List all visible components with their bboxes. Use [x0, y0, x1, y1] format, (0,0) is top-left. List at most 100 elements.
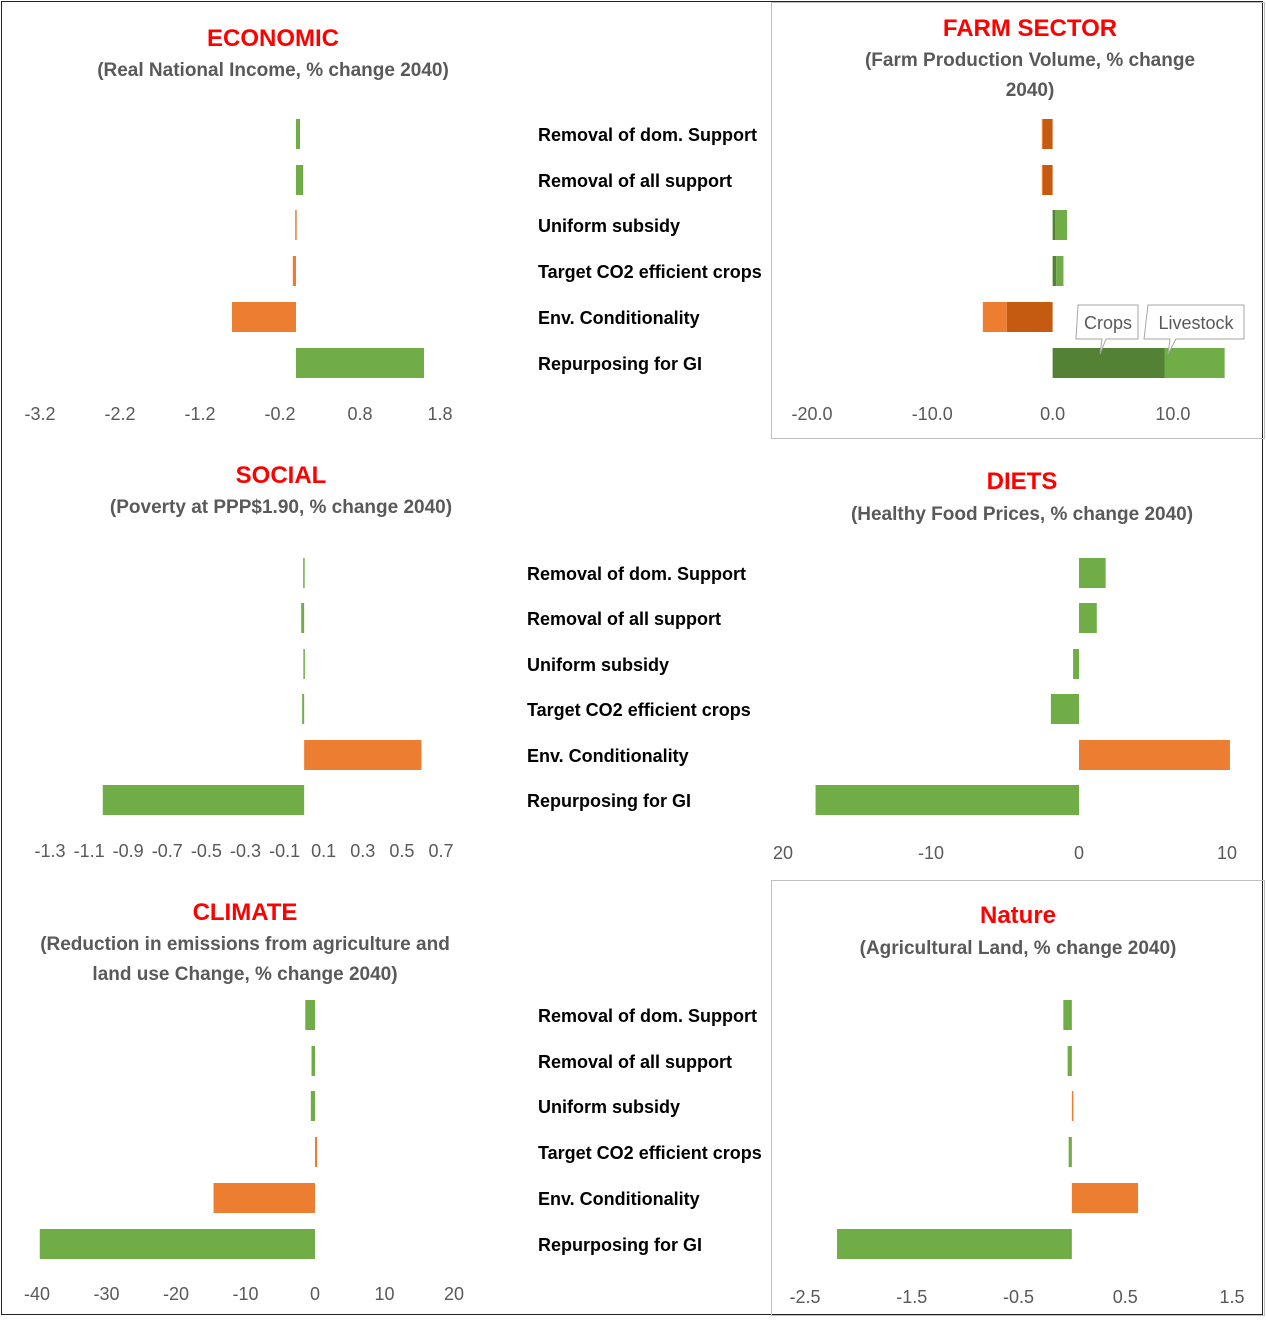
climate-bar: [39, 1229, 315, 1259]
diets-title: DIETS: [987, 468, 1058, 495]
social-tick-label: 0.1: [311, 841, 336, 861]
social-category-label: Uniform subsidy: [527, 655, 669, 675]
farm-bar-livestock: [1041, 119, 1043, 149]
farm-bar-livestock: [1055, 210, 1068, 240]
legend-callout-crops: Crops: [1084, 313, 1132, 333]
climate-category-label: Removal of dom. Support: [538, 1006, 757, 1026]
social-tick-label: -0.5: [191, 841, 222, 861]
economic-tick-label: -3.2: [24, 404, 55, 424]
climate-category-label: Repurposing for GI: [538, 1235, 702, 1255]
economic-tick-label: -0.2: [264, 404, 295, 424]
economic-tick-label: 1.8: [427, 404, 452, 424]
economic-title: ECONOMIC: [207, 25, 339, 52]
farm-tick-label: -20.0: [791, 404, 832, 424]
diets-bar: [1079, 740, 1230, 770]
social-title: SOCIAL: [236, 462, 327, 489]
legend-callout-box: [1143, 304, 1245, 355]
social-tick-label: -1.3: [34, 841, 65, 861]
climate-bar: [311, 1046, 315, 1076]
social-category-label: Removal of dom. Support: [527, 564, 746, 584]
social-subtitle: (Poverty at PPP$1.90, % change 2040): [110, 497, 452, 518]
climate-category-label: Removal of all support: [538, 1052, 732, 1072]
farm-bar-livestock: [1041, 165, 1043, 195]
climate-subtitle: (Reduction in emissions from agriculture…: [40, 934, 450, 955]
social-bar: [303, 649, 305, 679]
nature-tick-label: -1.5: [896, 1287, 927, 1307]
diets-bar: [1079, 603, 1097, 633]
economic-tick-label: -1.2: [184, 404, 215, 424]
climate-bar: [315, 1137, 318, 1167]
nature-tick-label: 0.5: [1113, 1287, 1138, 1307]
economic-chart: ECONOMIC (Real National Income, % change …: [24, 25, 761, 424]
legend-callout-livestock: Livestock: [1158, 313, 1234, 333]
farm-subtitle: 2040): [1006, 80, 1055, 101]
farm-bar-livestock: [1056, 256, 1064, 286]
social-tick-label: 0.3: [350, 841, 375, 861]
climate-tick-label: -10: [232, 1284, 258, 1304]
diets-tick-label: 10: [1217, 843, 1237, 863]
economic-bar: [295, 210, 297, 240]
nature-chart: Nature (Agricultural Land, % change 2040)…: [789, 902, 1244, 1307]
social-tick-label: -0.9: [113, 841, 144, 861]
economic-bar: [296, 165, 304, 195]
nature-title: Nature: [980, 902, 1056, 929]
farm-bar-crops: [1052, 256, 1057, 286]
climate-tick-label: 10: [374, 1284, 394, 1304]
social-tick-label: -0.7: [152, 841, 183, 861]
climate-chart: CLIMATE (Reduction in emissions from agri…: [24, 899, 762, 1304]
economic-bar: [292, 256, 296, 286]
nature-bar: [1068, 1137, 1072, 1167]
economic-subtitle: (Real National Income, % change 2040): [97, 60, 449, 81]
farm-bar-crops: [1052, 210, 1056, 240]
social-bar: [303, 558, 305, 588]
farm-chart: FARM SECTOR (Farm Production Volume, % ch…: [791, 15, 1245, 424]
farm-bar-livestock: [1164, 348, 1225, 378]
climate-bar: [305, 1000, 315, 1030]
social-category-label: Removal of all support: [527, 609, 721, 629]
social-bar: [304, 740, 422, 770]
farm-bar-livestock: [982, 302, 1007, 332]
economic-tick-label: -2.2: [104, 404, 135, 424]
diets-bar: [1050, 694, 1079, 724]
diets-tick-label: -10: [918, 843, 944, 863]
climate-category-label: Uniform subsidy: [538, 1097, 680, 1117]
economic-category-label: Uniform subsidy: [538, 216, 680, 236]
social-tick-label: -1.1: [74, 841, 105, 861]
economic-bar: [296, 119, 300, 149]
climate-bar: [310, 1091, 315, 1121]
social-tick-label: 0.7: [428, 841, 453, 861]
nature-tick-label: 1.5: [1219, 1287, 1244, 1307]
social-category-label: Target CO2 efficient crops: [527, 700, 751, 720]
farm-bar-crops: [1006, 302, 1053, 332]
diets-bar: [1079, 558, 1106, 588]
diets-tick-label: 0: [1074, 843, 1084, 863]
climate-tick-label: -20: [163, 1284, 189, 1304]
economic-category-label: Removal of dom. Support: [538, 125, 757, 145]
social-category-label: Env. Conditionality: [527, 746, 689, 766]
social-tick-label: -0.3: [230, 841, 261, 861]
nature-bar: [1063, 1000, 1072, 1030]
social-tick-label: 0.5: [389, 841, 414, 861]
climate-tick-label: 0: [310, 1284, 320, 1304]
climate-bar: [213, 1183, 315, 1213]
climate-category-label: Target CO2 efficient crops: [538, 1143, 762, 1163]
social-tick-label: -0.1: [269, 841, 300, 861]
social-category-label: Repurposing for GI: [527, 791, 691, 811]
climate-tick-label: -40: [24, 1284, 50, 1304]
nature-subtitle: (Agricultural Land, % change 2040): [860, 938, 1177, 959]
diets-tick-label: 20: [773, 843, 793, 863]
climate-subtitle: land use Change, % change 2040): [92, 964, 397, 985]
legend-callout-box: [1075, 304, 1139, 355]
economic-bar: [232, 302, 296, 332]
nature-bar: [1071, 1091, 1074, 1121]
economic-category-label: Target CO2 efficient crops: [538, 262, 762, 282]
nature-tick-label: -2.5: [789, 1287, 820, 1307]
climate-tick-label: -30: [93, 1284, 119, 1304]
farm-subtitle: (Farm Production Volume, % change: [865, 50, 1195, 71]
farm-bar-crops: [1042, 119, 1053, 149]
diets-chart: DIETS (Healthy Food Prices, % change 2040…: [773, 468, 1237, 863]
economic-category-label: Removal of all support: [538, 171, 732, 191]
